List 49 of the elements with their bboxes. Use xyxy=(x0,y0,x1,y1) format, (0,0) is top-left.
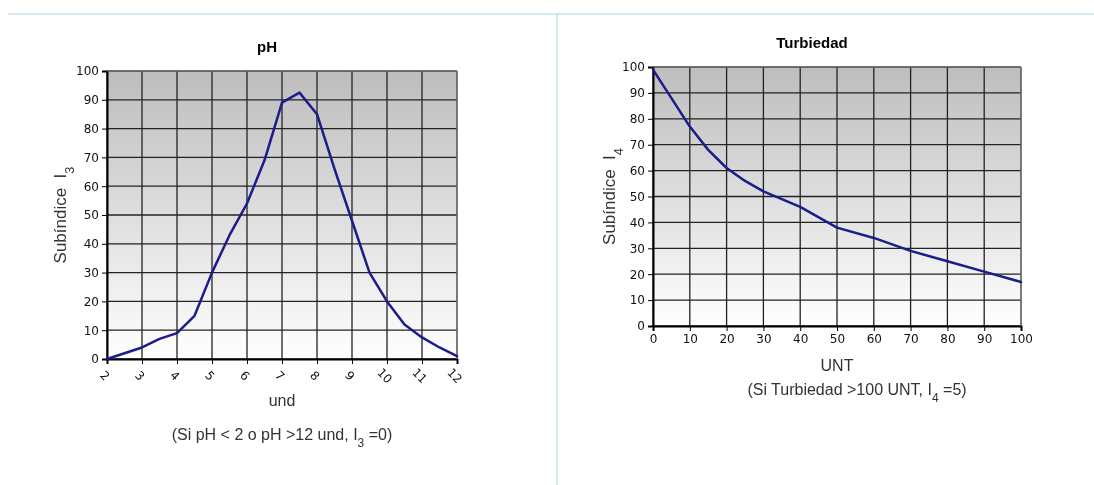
x-tick-label: 40 xyxy=(793,331,809,346)
x-tick-label: 2 xyxy=(97,368,113,384)
y-tick-label: 70 xyxy=(83,150,99,165)
y-tick-label: 0 xyxy=(637,319,645,334)
chart-title: Turbiedad xyxy=(776,34,848,51)
x-tick-label: 30 xyxy=(756,331,772,346)
x-tick-label: 0 xyxy=(649,331,658,346)
x-tick-label: 9 xyxy=(342,368,358,384)
x-tick-label: 60 xyxy=(866,331,882,346)
y-tick-label: 20 xyxy=(629,267,645,282)
x-tick-label: 100 xyxy=(1010,331,1033,346)
x-tick-label: 11 xyxy=(409,365,431,387)
x-tick-label: 70 xyxy=(903,331,919,346)
x-tick-label: 80 xyxy=(940,331,956,346)
x-tick-label: 4 xyxy=(167,368,183,384)
y-tick-label: 90 xyxy=(629,86,645,101)
y-tick-label: 30 xyxy=(629,241,645,256)
y-tick-label: 90 xyxy=(83,93,99,108)
y-tick-label: 70 xyxy=(629,138,645,153)
x-tick-label: 10 xyxy=(682,331,698,346)
y-tick-label: 60 xyxy=(83,179,99,194)
chart-title: pH xyxy=(257,38,277,55)
x-tick-label: 6 xyxy=(237,368,253,384)
x-tick-label: 8 xyxy=(307,368,323,384)
x-tick-label: 12 xyxy=(444,365,466,387)
x-tick-label: 90 xyxy=(977,331,993,346)
y-tick-label: 60 xyxy=(629,163,645,178)
x-axis-title: und xyxy=(268,392,296,409)
x-tick-label: 20 xyxy=(719,331,735,346)
y-tick-label: 20 xyxy=(83,294,99,309)
x-tick-label: 50 xyxy=(829,331,846,346)
y-tick-label: 50 xyxy=(83,208,99,223)
y-tick-label: 40 xyxy=(629,215,645,230)
y-tick-label: 30 xyxy=(83,265,99,280)
x-axis-title: UNT xyxy=(820,357,854,374)
y-tick-label: 50 xyxy=(629,189,645,204)
y-tick-label: 80 xyxy=(83,121,99,136)
y-tick-label: 0 xyxy=(91,352,99,367)
text: (Si pH < 2 o pH >12 und, I$_{3}$ =0) xyxy=(171,426,393,450)
x-tick-label: 3 xyxy=(132,368,148,384)
text: (Si Turbiedad >100 UNT, I$_{4}$ =5) xyxy=(747,381,967,405)
y-tick-label: 100 xyxy=(76,64,99,79)
x-tick-label: 5 xyxy=(202,368,218,384)
y-tick-label: 10 xyxy=(629,293,645,308)
y-tick-label: 40 xyxy=(83,237,99,252)
y-tick-label: 80 xyxy=(629,112,645,127)
x-tick-label: 7 xyxy=(272,368,288,384)
x-tick-label: 10 xyxy=(374,365,396,387)
y-tick-label: 100 xyxy=(622,60,645,75)
